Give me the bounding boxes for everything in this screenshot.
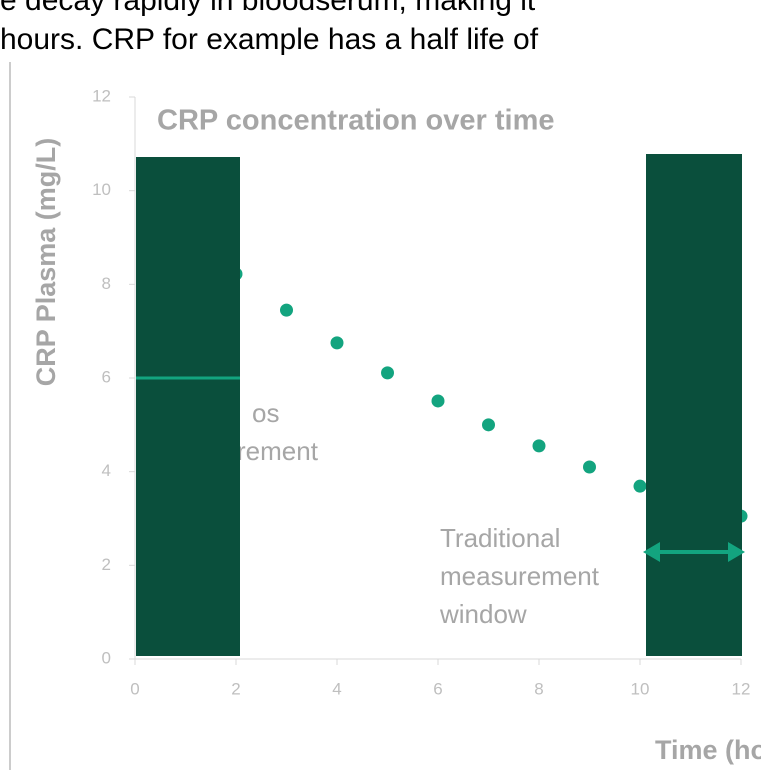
x-tick-label: 2 (231, 679, 240, 698)
point (431, 394, 445, 408)
annotation: os (252, 398, 279, 428)
x-tick-label: 10 (631, 679, 650, 698)
x-tick-label: 6 (433, 679, 442, 698)
point (280, 303, 293, 317)
annotation: measurement (440, 561, 600, 591)
plot: 0 2 4 6 8 10 12 0 2 4 6 8 10 12 (92, 86, 750, 698)
cover-box (136, 157, 240, 656)
x-axis-label: Time (hours) (655, 735, 761, 765)
point (381, 366, 394, 380)
point (330, 336, 344, 350)
cover-box (646, 154, 742, 656)
y-tick-label: 8 (102, 274, 111, 293)
chart-title: CRP concentration over time (157, 105, 555, 137)
body-text: hours. CRP for example has a half life o… (0, 23, 539, 56)
point (583, 460, 596, 474)
annotation: Traditional (440, 523, 560, 553)
x-tick-label: 8 (534, 679, 543, 698)
y-tick-label: 6 (102, 367, 111, 386)
annotation: window (439, 599, 527, 629)
arrow-head (643, 542, 660, 562)
y-tick-label: 12 (92, 86, 111, 105)
y-tick-label: 4 (102, 461, 111, 480)
point (482, 418, 495, 432)
y-tick-label: 10 (92, 180, 111, 199)
y-tick-label: 0 (102, 648, 111, 667)
overlay: os rement Traditional measurement window (136, 154, 745, 656)
y-tick-label: 2 (102, 555, 111, 574)
arrow-head (728, 542, 745, 562)
x-tick-label: 4 (332, 679, 341, 698)
x-tick-label: 12 (732, 679, 751, 698)
y-axis-label: CRP Plasma (mg/L) (31, 138, 61, 387)
body-text: e decay rapidly in bloodserum, making it (0, 0, 536, 17)
point (532, 439, 546, 453)
point (633, 479, 647, 493)
x-tick-label: 0 (130, 679, 139, 698)
annotation: rement (237, 436, 319, 466)
